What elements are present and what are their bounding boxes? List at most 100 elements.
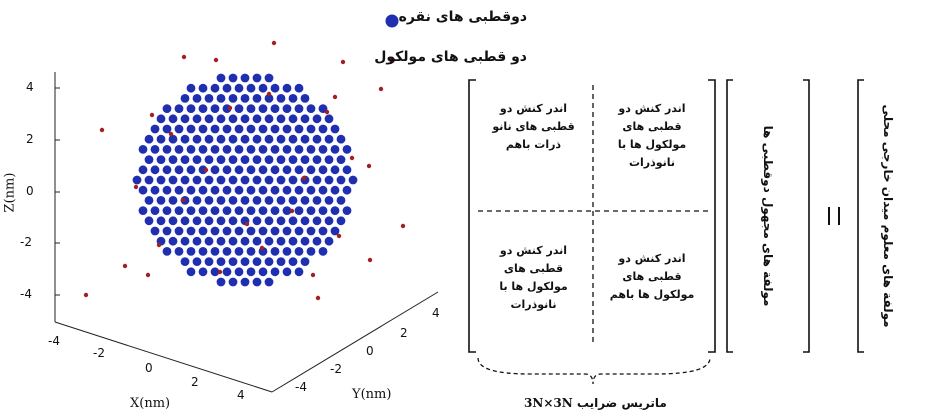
- y-axis-title: Y(nm): [352, 387, 392, 402]
- y-tick-2: 2: [400, 326, 408, 340]
- silver-dipole-point: [336, 155, 346, 165]
- silver-dipole-point: [162, 104, 172, 113]
- y-tick-neg4: -4: [295, 380, 307, 394]
- equals-sign: [828, 207, 840, 225]
- silver-dipole-point: [240, 155, 250, 165]
- silver-dipole-point: [150, 124, 160, 134]
- silver-dipole-point: [342, 165, 352, 175]
- y-tick-neg2: -2: [330, 362, 342, 376]
- silver-dipole-point: [306, 247, 316, 256]
- silver-dipole-point: [336, 134, 346, 144]
- molecule-dipole-point: [340, 59, 346, 65]
- molecule-dipole-point: [310, 272, 316, 278]
- silver-dipole-point: [216, 94, 226, 103]
- silver-dipole-point: [186, 104, 196, 113]
- silver-dipole-point: [306, 206, 316, 216]
- silver-dipole-point: [276, 175, 286, 185]
- silver-dipole-point: [282, 165, 292, 175]
- z-tick-neg2: -2: [20, 235, 32, 249]
- silver-dipole-point: [192, 257, 202, 266]
- silver-dipole-point: [228, 216, 238, 226]
- silver-dipole-point: [306, 124, 316, 134]
- silver-dipole-point: [246, 104, 256, 113]
- silver-dipole-point: [264, 257, 274, 266]
- silver-dipole-point: [252, 94, 262, 103]
- silver-dipole-point: [300, 236, 310, 246]
- silver-dipole-point: [204, 134, 214, 144]
- silver-dipole-point: [216, 134, 226, 144]
- silver-dipole-point: [204, 114, 214, 124]
- silver-dipole-point: [234, 185, 244, 195]
- silver-dipole-point: [264, 155, 274, 165]
- silver-dipole-point: [264, 216, 274, 226]
- silver-dipole-point: [210, 206, 220, 216]
- silver-dipole-point: [216, 114, 226, 124]
- molecule-dipole-point: [203, 167, 209, 173]
- silver-dipole-point: [186, 247, 196, 256]
- legend-molecule-label: دو قطبی های مولکول: [374, 49, 527, 65]
- x-tick-4: 4: [237, 388, 245, 402]
- silver-dipole-point: [282, 145, 292, 154]
- molecule-dipole-point: [133, 184, 139, 190]
- silver-dipole-point: [234, 124, 244, 134]
- silver-dipole-point: [282, 226, 292, 236]
- silver-dipole-point: [174, 226, 184, 236]
- molecule-dipole-point: [289, 208, 295, 214]
- silver-dipole-point: [144, 175, 154, 185]
- silver-dipole-point: [252, 257, 262, 266]
- silver-dipole-point: [180, 216, 190, 226]
- silver-dipole-point: [300, 155, 310, 165]
- silver-dipole-point: [204, 236, 214, 246]
- silver-dipole-point: [288, 257, 298, 266]
- silver-dipole-point: [246, 185, 256, 195]
- silver-dipole-point: [198, 145, 208, 154]
- silver-dipole-point: [294, 226, 304, 236]
- silver-dipole-point: [294, 124, 304, 134]
- silver-dipole-point: [186, 165, 196, 175]
- silver-dipole-point: [324, 216, 334, 226]
- silver-dipole-point: [264, 175, 274, 185]
- molecule-dipole-point: [349, 155, 355, 161]
- molecule-dipole-point: [122, 263, 128, 269]
- silver-dipole-point: [222, 267, 232, 277]
- silver-dipole-point: [306, 165, 316, 175]
- molecule-dipole-point: [367, 257, 373, 263]
- silver-dipole-point: [198, 226, 208, 236]
- silver-dipole-point: [192, 216, 202, 226]
- silver-dipole-point: [222, 83, 232, 93]
- silver-dipole-point: [228, 236, 238, 246]
- matrix-cell-top-left: اندر کنش دو قطبی های نانو ذرات باهم: [492, 102, 575, 151]
- silver-dipole-point: [240, 277, 250, 287]
- silver-dipole-point: [240, 114, 250, 124]
- silver-dipole-point: [150, 206, 160, 216]
- silver-dipole-point: [294, 145, 304, 154]
- silver-dipole-point: [306, 145, 316, 154]
- silver-dipole-point: [270, 165, 280, 175]
- silver-dipole-point: [312, 134, 322, 144]
- silver-dipole-point: [234, 165, 244, 175]
- silver-dipole-point: [264, 277, 274, 287]
- silver-dipole-point: [210, 104, 220, 113]
- molecule-dipole-point: [315, 295, 321, 301]
- silver-dipole-point: [210, 267, 220, 277]
- molecule-dipole-point: [332, 94, 338, 100]
- silver-dipole-point: [300, 134, 310, 144]
- silver-dipole-point: [288, 155, 298, 165]
- silver-dipole-point: [204, 155, 214, 165]
- silver-dipole-point: [300, 257, 310, 266]
- silver-dipole-point: [318, 247, 328, 256]
- silver-dipole-point: [312, 155, 322, 165]
- silver-dipole-point: [330, 165, 340, 175]
- silver-dipole-point: [210, 226, 220, 236]
- silver-dipole-point: [258, 83, 268, 93]
- silver-dipole-point: [234, 226, 244, 236]
- silver-dipole-point: [210, 83, 220, 93]
- molecule-dipole-point: [336, 233, 342, 239]
- silver-dipole-point: [210, 145, 220, 154]
- silver-dipole-point: [312, 196, 322, 205]
- silver-dipole-point: [294, 165, 304, 175]
- silver-dipole-point: [336, 196, 346, 205]
- coefficient-matrix: [468, 79, 716, 385]
- silver-dipole-point: [192, 134, 202, 144]
